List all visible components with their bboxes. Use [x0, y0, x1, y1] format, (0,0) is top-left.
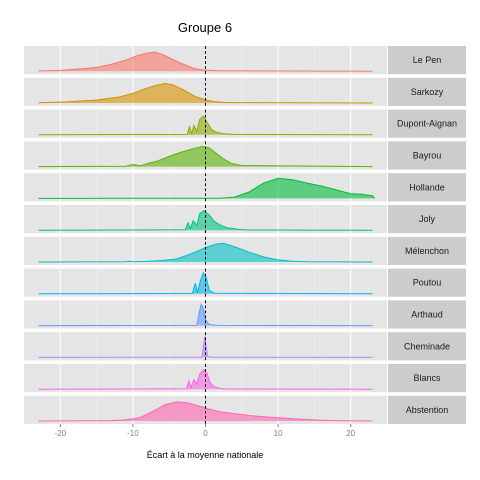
strip-background [388, 395, 466, 424]
x-axis: -20 -10 0 10 20 [55, 424, 356, 438]
strip-label: Hollande [409, 182, 445, 192]
strip-background [388, 77, 466, 106]
strip-label: Cheminade [404, 341, 450, 351]
strip-label: Dupont-Aignan [397, 119, 457, 129]
density-outline [38, 242, 373, 263]
strip-background [388, 205, 466, 234]
density-outline [38, 401, 373, 422]
strip-label: Arthaud [411, 310, 443, 320]
chart-title: Groupe 6 [178, 20, 232, 35]
x-tick-label: -20 [55, 429, 67, 438]
density-area [38, 52, 373, 72]
strip-background [388, 109, 466, 138]
strip-background [388, 332, 466, 361]
x-axis-label: Écart à la moyenne nationale [147, 450, 264, 460]
density-outline [38, 303, 373, 327]
facet-panel: Sarkozy [24, 77, 466, 106]
strip-label: Le Pen [413, 55, 442, 65]
density-area [38, 273, 373, 294]
strip-label: Blancs [413, 373, 441, 383]
strip-background [388, 268, 466, 297]
facet-panel: Le Pen [24, 46, 466, 75]
density-area [38, 83, 373, 103]
strip-background [388, 236, 466, 265]
facet-panel: Blancs [24, 364, 466, 393]
strip-label: Bayrou [413, 151, 442, 161]
x-tick-label: 20 [346, 429, 355, 438]
density-outline [38, 368, 373, 390]
density-area [38, 336, 373, 358]
facet-panel: Poutou [24, 268, 466, 297]
density-outline [38, 177, 376, 199]
facet-panel: Joly [24, 205, 466, 234]
density-outline [38, 271, 373, 295]
facet-panel: Hollande [24, 173, 466, 202]
facet-panel: Dupont-Aignan [24, 109, 466, 138]
strip-background [388, 300, 466, 329]
facet-panel: Bayrou [24, 141, 466, 170]
strip-label: Poutou [413, 278, 442, 288]
density-outline [38, 336, 373, 358]
density-area [38, 178, 375, 199]
x-tick-label: 0 [203, 429, 208, 438]
strip-label: Mélenchon [405, 246, 449, 256]
x-tick-label: 10 [274, 429, 283, 438]
strip-label: Joly [419, 214, 436, 224]
facet-panel: Abstention [24, 395, 466, 424]
x-tick-label: -10 [127, 429, 139, 438]
facet-panel: Mélenchon [24, 236, 466, 265]
density-outline [38, 115, 373, 136]
density-outline [38, 145, 373, 168]
strip-label: Abstention [406, 405, 449, 415]
strip-background [388, 173, 466, 202]
strip-background [388, 46, 466, 75]
density-outline [38, 51, 373, 72]
strip-background [388, 141, 466, 170]
density-outline [38, 82, 373, 104]
facet-panel: Arthaud [24, 300, 466, 329]
facet-panel: Cheminade [24, 332, 466, 361]
strip-label: Sarkozy [411, 87, 444, 97]
facet-panels: Le Pen Sarkozy Dupont-Aignan Bayrou Hollande… [24, 46, 466, 424]
density-outline [38, 210, 373, 231]
strip-background [388, 364, 466, 393]
